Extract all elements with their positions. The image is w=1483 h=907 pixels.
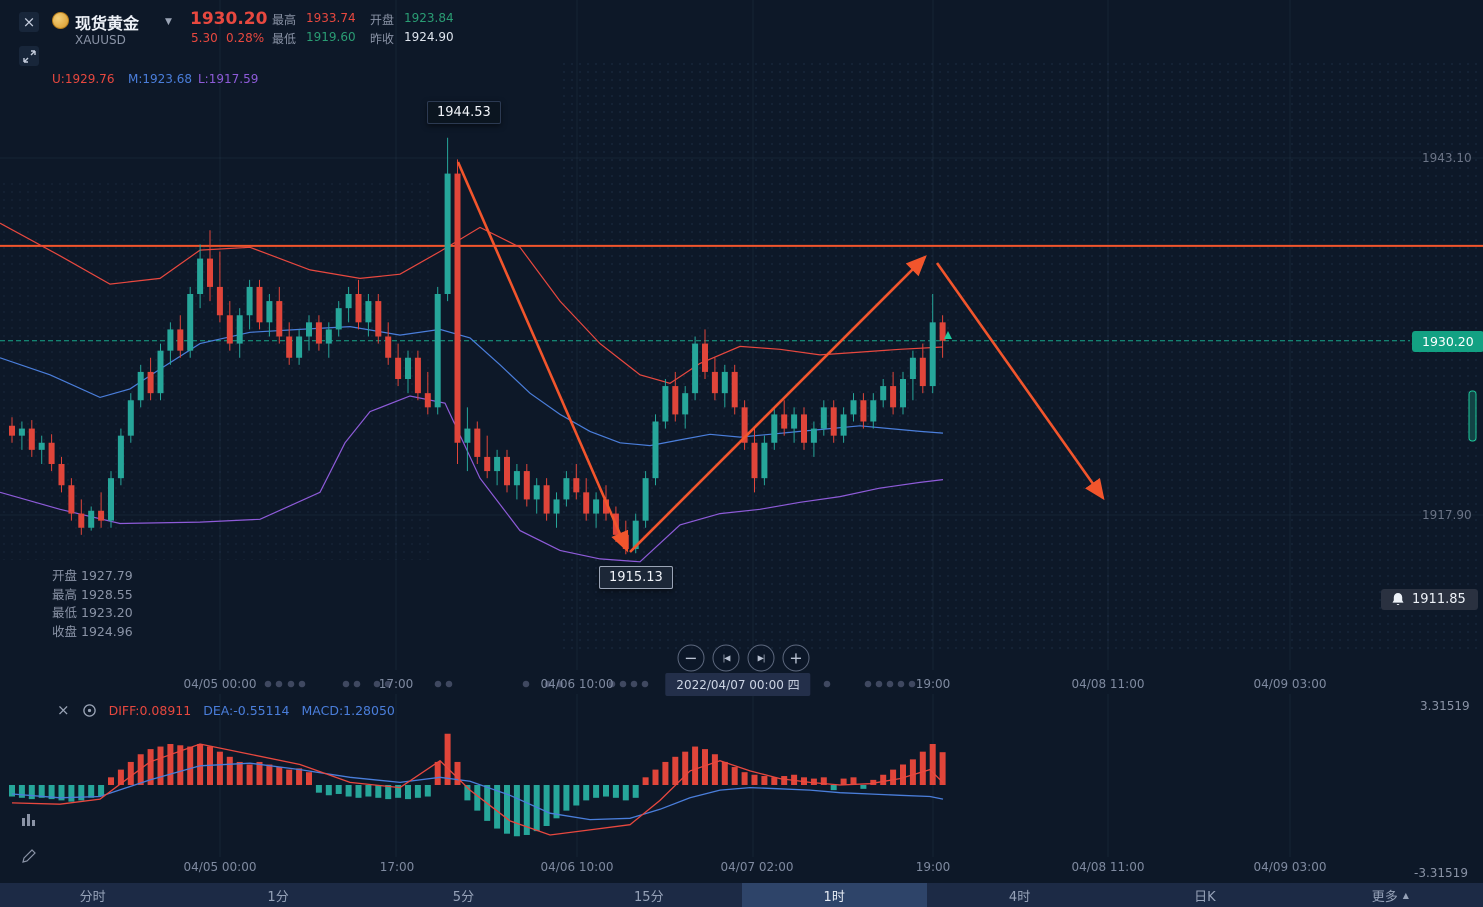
- stat-prevclose-value: 1924.90: [404, 30, 454, 44]
- boll-lower-value: L:1917.59: [198, 72, 259, 86]
- ohlc-open: 开盘 1927.79: [52, 568, 133, 583]
- macd-time-label: 04/06 10:00: [540, 860, 614, 874]
- gold-coin-icon: [52, 12, 69, 29]
- ohlc-legend: 开盘 1927.79 最高 1928.55 最低 1923.20 收盘 1924…: [52, 567, 133, 641]
- tab-1hour[interactable]: 1时: [741, 883, 927, 907]
- macd-settings-icon[interactable]: [82, 703, 97, 718]
- stat-low-label: 最低: [272, 32, 297, 46]
- ohlc-low: 最低 1923.20: [52, 605, 133, 620]
- price-alert-row[interactable]: 1911.85: [1381, 589, 1478, 610]
- macd-time-label: 04/08 11:00: [1071, 860, 1145, 874]
- time-label: 04/05 00:00: [183, 677, 257, 691]
- tab-daily[interactable]: 日K: [1194, 889, 1216, 905]
- bell-icon: [1392, 593, 1404, 605]
- time-label: 04/06 10:00: [540, 677, 614, 691]
- stat-prevclose-label: 昨收: [370, 32, 395, 46]
- macd-diff-value: DIFF:0.08911: [108, 702, 192, 718]
- high-price-annotation: 1944.53: [427, 101, 501, 124]
- skip-back-button[interactable]: |◀: [712, 644, 740, 672]
- price-change-pct: 0.28%: [226, 31, 265, 45]
- macd-axis-bottom: -3.31519: [1414, 866, 1468, 880]
- tab-more[interactable]: 更多 ▲: [1371, 889, 1409, 905]
- time-label: 19:00: [915, 677, 951, 691]
- expand-icon[interactable]: [19, 46, 39, 66]
- tab-1min[interactable]: 1分: [267, 889, 289, 905]
- stat-low-value: 1919.60: [306, 30, 356, 44]
- highlighted-date-label: 2022/04/07 00:00 四: [665, 673, 811, 696]
- skip-forward-button[interactable]: ▶|: [747, 644, 775, 672]
- time-label: 04/09 03:00: [1253, 677, 1327, 691]
- symbol-name[interactable]: 现货黄金: [75, 14, 140, 33]
- boll-upper-value: U:1929.76: [52, 72, 115, 86]
- symbol-code: XAUUSD: [75, 33, 126, 47]
- macd-close-icon[interactable]: ×: [57, 701, 70, 719]
- price-axis-label-top: 1943.10: [1422, 151, 1472, 165]
- chart-style-icon[interactable]: [18, 808, 40, 830]
- tab-15min[interactable]: 15分: [634, 889, 664, 905]
- tab-5min[interactable]: 5分: [452, 889, 475, 905]
- ohlc-high: 最高 1928.55: [52, 586, 133, 602]
- macd-axis-top: 3.31519: [1420, 699, 1470, 713]
- macd-time-label: 17:00: [379, 860, 415, 874]
- draw-pencil-icon[interactable]: [18, 845, 40, 867]
- macd-dea-value: DEA:-0.55114: [203, 702, 290, 718]
- timeframe-tabbar: 分时 1分 5分 15分 1时 4时 日K 更多 ▲: [0, 883, 1483, 907]
- stat-high-label: 最高: [272, 13, 297, 27]
- tab-fenshi[interactable]: 分时: [79, 889, 106, 905]
- macd-time-label: 04/05 00:00: [183, 860, 257, 874]
- time-label: 17:00: [378, 677, 414, 691]
- macd-time-label: 04/09 03:00: [1253, 860, 1327, 874]
- stat-open-value: 1923.84: [404, 11, 454, 25]
- tab-4hour[interactable]: 4时: [1008, 889, 1031, 905]
- macd-time-label: 19:00: [915, 860, 951, 874]
- low-price-annotation: 1915.13: [599, 566, 673, 589]
- close-icon[interactable]: ×: [19, 12, 39, 32]
- boll-mid-value: M:1923.68: [128, 72, 193, 86]
- zoom-in-button[interactable]: +: [782, 644, 810, 672]
- chevron-down-icon[interactable]: ▼: [165, 17, 172, 27]
- price-change: 5.30: [191, 31, 218, 45]
- zoom-out-button[interactable]: −: [677, 644, 705, 672]
- macd-header: × DIFF:0.08911 DEA:-0.55114 MACD:1.28050: [57, 701, 395, 719]
- caret-up-icon: ▲: [1402, 890, 1409, 900]
- time-label: 04/08 11:00: [1071, 677, 1145, 691]
- macd-value: MACD:1.28050: [301, 702, 395, 718]
- last-price: 1930.20: [190, 9, 268, 29]
- ohlc-close: 收盘 1924.96: [52, 623, 133, 639]
- stat-open-label: 开盘: [370, 13, 395, 27]
- expand-arrows-icon: [22, 49, 36, 63]
- current-price-tag: 1930.20: [1412, 331, 1483, 352]
- alert-price: 1911.85: [1412, 592, 1466, 607]
- stat-high-value: 1933.74: [306, 11, 356, 25]
- macd-time-label: 04/07 02:00: [720, 860, 794, 874]
- price-axis-label-bottom: 1917.90: [1422, 508, 1472, 522]
